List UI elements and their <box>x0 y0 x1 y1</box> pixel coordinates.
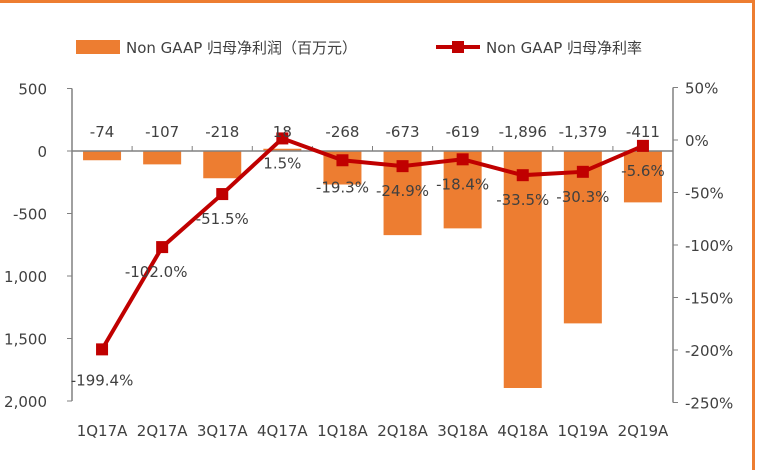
line-data-label: -51.5% <box>196 210 249 228</box>
bar-data-label: -673 <box>386 123 420 141</box>
bar <box>623 151 662 203</box>
line-marker <box>636 139 649 152</box>
line-data-label: -18.4% <box>436 175 489 193</box>
line-marker <box>216 188 229 201</box>
bar-data-label: -1,379 <box>559 123 607 141</box>
line-data-label: -5.6% <box>621 162 665 180</box>
legend-bar-label: Non GAAP 归母净利润（百万元） <box>126 39 357 57</box>
category-label: 1Q19A <box>557 422 608 440</box>
category-label: 3Q18A <box>437 422 488 440</box>
category-label: 1Q18A <box>317 422 368 440</box>
line-marker <box>516 169 529 182</box>
category-label: 4Q17A <box>257 422 308 440</box>
line-marker <box>456 153 469 166</box>
line-data-label: -33.5% <box>496 191 549 209</box>
bar <box>83 151 122 161</box>
right-tick-label: -200% <box>685 342 733 360</box>
line-series <box>100 136 644 351</box>
category-label: 2Q19A <box>618 422 669 440</box>
left-tick-label: 2,000 <box>4 393 47 411</box>
right-tick-label: -150% <box>685 290 733 308</box>
category-label: 1Q17A <box>77 422 128 440</box>
line-data-label: -199.4% <box>71 371 134 389</box>
line-data-label: -30.3% <box>556 188 609 206</box>
bar <box>563 151 602 324</box>
category-label: 2Q18A <box>377 422 428 440</box>
right-tick-label: -250% <box>685 395 733 413</box>
bar-data-label: -218 <box>205 123 239 141</box>
line-marker <box>156 241 169 254</box>
line-data-label: -19.3% <box>316 178 369 196</box>
category-label: 4Q18A <box>497 422 548 440</box>
bar <box>263 148 302 151</box>
bar-data-label: -619 <box>446 123 480 141</box>
legend-bar-swatch <box>76 40 120 54</box>
category-label: 3Q17A <box>197 422 248 440</box>
left-tick-label: 500 <box>18 81 47 99</box>
bar-data-label: -268 <box>325 123 359 141</box>
bar-data-label: 18 <box>273 123 292 141</box>
right-tick-label: -50% <box>685 185 724 203</box>
line-marker <box>576 165 589 178</box>
line-marker <box>396 160 409 173</box>
right-tick-label: -100% <box>685 237 733 255</box>
right-tick-label: 0% <box>685 132 709 150</box>
line-data-label: -24.9% <box>376 182 429 200</box>
left-tick-label: -500 <box>13 206 47 224</box>
bar <box>203 151 242 179</box>
bar-data-label: -411 <box>626 123 660 141</box>
bar <box>143 151 182 165</box>
bar <box>503 151 542 388</box>
legend-line-label: Non GAAP 归母净利率 <box>486 39 642 57</box>
right-tick-label: 50% <box>685 80 718 98</box>
left-tick-label: 1,500 <box>4 331 47 349</box>
line-data-label: 1.5% <box>263 154 301 172</box>
bar-data-label: -107 <box>145 123 179 141</box>
line-marker <box>336 154 349 167</box>
line-marker <box>96 343 109 356</box>
bar-data-label: -74 <box>90 123 115 141</box>
line-marker <box>276 132 289 145</box>
left-tick-label: 0 <box>37 143 47 161</box>
line-data-label: -102.0% <box>125 263 188 281</box>
category-label: 2Q17A <box>137 422 188 440</box>
bar-data-label: -1,896 <box>499 123 547 141</box>
left-tick-label: 1,000 <box>4 268 47 286</box>
legend-line-marker <box>452 41 464 53</box>
